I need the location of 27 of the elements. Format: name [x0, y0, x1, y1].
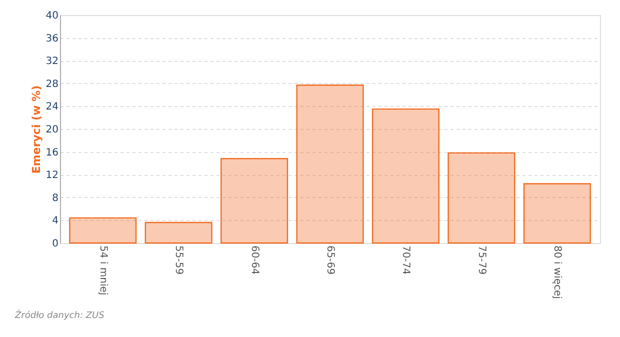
y-tick-label: 20: [46, 124, 58, 136]
x-tick-label: 70-74: [400, 246, 412, 275]
y-tick-label: 4: [52, 216, 58, 227]
bar: [523, 183, 591, 244]
bar: [448, 152, 516, 244]
x-tick-label: 80 i więcej: [552, 246, 563, 299]
y-tick-label: 40: [46, 10, 58, 22]
y-tick-label: 24: [46, 102, 58, 113]
x-tick-label: 54 i mniej: [97, 246, 108, 296]
y-tick-label: 16: [46, 147, 58, 158]
y-tick-label: 8: [52, 192, 58, 204]
bar: [296, 84, 364, 244]
y-axis-title: Emeryci (w %): [30, 85, 43, 174]
x-tick-label: 55-59: [173, 246, 184, 275]
text: Źródło danych: ZUS: [14, 309, 105, 321]
y-tick-label: 36: [46, 33, 58, 44]
x-tick-label: 75-79: [476, 246, 487, 275]
x-tick-label: 60-64: [248, 246, 260, 275]
bar: [220, 158, 288, 244]
bar: [144, 222, 212, 244]
bar: [69, 217, 137, 244]
bar: [372, 108, 440, 244]
x-tick-label: 65-69: [324, 246, 336, 275]
y-tick-label: 32: [46, 56, 58, 68]
y-tick-label: 12: [46, 170, 58, 182]
y-tick-label: 28: [46, 78, 58, 90]
y-tick-label: 0: [52, 238, 58, 250]
